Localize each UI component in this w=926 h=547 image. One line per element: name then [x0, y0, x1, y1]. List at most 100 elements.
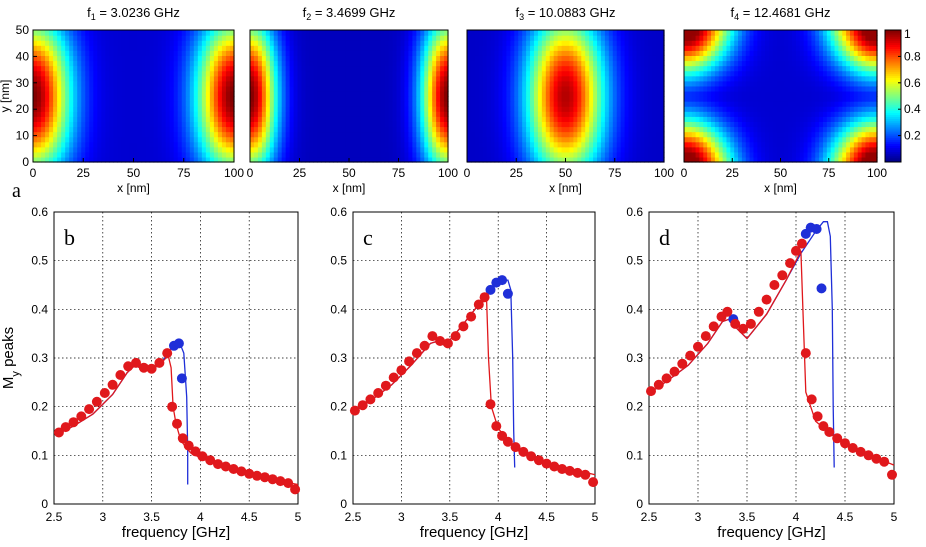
heatmap-cell	[356, 116, 362, 122]
heatmap-cell	[620, 45, 626, 51]
heatmap-cell	[652, 106, 657, 112]
heatmap-cell	[640, 151, 645, 158]
heatmap-cell	[345, 70, 350, 77]
heatmap-cell	[811, 106, 816, 112]
heatmap-x-tick-label: 25	[293, 166, 307, 180]
heatmap-cell	[41, 90, 46, 97]
heatmap-cell	[157, 80, 163, 87]
heatmap-cell	[830, 55, 836, 62]
heatmap-cell	[749, 111, 755, 117]
heatmap-cell	[364, 85, 370, 92]
heatmap-cell	[424, 96, 429, 102]
heatmap-cell	[830, 146, 836, 153]
heatmap-cell	[337, 101, 342, 107]
heatmap-cell	[834, 75, 839, 82]
heatmap-cell	[510, 75, 515, 82]
heatmap-cell	[514, 141, 519, 148]
heatmap-cell	[376, 156, 382, 163]
heatmap-cell	[309, 96, 314, 102]
heatmap-cell	[309, 75, 314, 82]
heatmap-cell	[506, 126, 511, 133]
heatmap-cell	[545, 121, 551, 128]
heatmap-cell	[85, 136, 90, 143]
heatmap-cell	[221, 156, 227, 163]
heatmap-cell	[408, 131, 413, 138]
heatmap-cell	[486, 35, 492, 41]
heatmap-cell	[97, 146, 102, 153]
heatmap-cell	[726, 151, 731, 158]
heatmap-cell	[93, 126, 98, 133]
heatmap-cell	[213, 141, 219, 148]
heatmap-cell	[545, 30, 551, 36]
heatmap-cell	[141, 111, 147, 117]
heatmap-cell	[853, 80, 859, 87]
heatmap-cell	[77, 116, 82, 122]
heatmap-cell	[656, 101, 661, 107]
heatmap-cell	[125, 70, 131, 77]
heatmap-cell	[428, 60, 433, 67]
heatmap-cell	[205, 146, 211, 153]
heatmap-cell	[61, 45, 66, 51]
heatmap-cell	[101, 136, 106, 143]
heatmap-cell	[838, 111, 843, 117]
heatmap-cell	[815, 106, 820, 112]
heatmap-cell	[109, 126, 114, 133]
heatmap-cell	[345, 101, 350, 107]
heatmap-cell	[467, 35, 472, 41]
heatmap-cell	[392, 151, 398, 158]
heatmap-cell	[117, 30, 123, 36]
heatmap-cell	[305, 126, 310, 133]
heatmap-cell	[691, 111, 697, 117]
heatmap-cell	[691, 101, 697, 107]
heatmap-cell	[250, 131, 255, 138]
heatmap-cell	[141, 80, 147, 87]
heatmap-cell	[838, 126, 843, 133]
heatmap-cell	[250, 60, 255, 67]
heatmap-cell	[533, 126, 539, 133]
heatmap-cell	[201, 136, 207, 143]
heatmap-cell	[364, 156, 370, 163]
heatmap-cell	[77, 65, 82, 72]
heatmap-cell	[313, 156, 318, 163]
heatmap-cell	[772, 136, 778, 143]
heatmap-cell	[388, 85, 394, 92]
heatmap-cell	[173, 90, 179, 97]
heatmap-cell	[726, 116, 731, 122]
heatmap-cell	[869, 60, 874, 67]
heatmap-cell	[792, 151, 797, 158]
heatmap-cell	[873, 106, 878, 112]
heatmap-cell	[593, 136, 598, 143]
heatmap-cell	[624, 75, 630, 82]
heatmap-cell	[189, 90, 195, 97]
heatmap-cell	[181, 40, 187, 46]
heatmap-cell	[49, 116, 54, 122]
heatmap-cell	[133, 70, 139, 77]
heatmap-cell	[61, 116, 66, 122]
heatmap-cell	[826, 121, 832, 128]
heatmap-cell	[522, 111, 527, 117]
heatmap-cell	[77, 70, 82, 77]
heatmap-cell	[329, 60, 334, 67]
heatmap-cell	[305, 60, 310, 67]
heatmap-cell	[522, 101, 527, 107]
heatmap-cell	[285, 30, 291, 36]
heatmap-cell	[225, 96, 231, 102]
heatmap-cell	[289, 96, 295, 102]
heatmap-cell	[221, 96, 227, 102]
heatmap-cell	[117, 151, 123, 158]
heatmap-cell	[173, 55, 179, 62]
heatmap-cell	[65, 131, 70, 138]
heatmap-cell	[803, 131, 809, 138]
heatmap-cell	[416, 50, 421, 56]
heatmap-cell	[640, 65, 645, 72]
heatmap-cell	[648, 65, 653, 72]
heatmap-cell	[577, 146, 582, 153]
heatmap-cell	[368, 75, 374, 82]
heatmap-cell	[522, 80, 527, 87]
heatmap-cell	[137, 141, 143, 148]
heatmap-cell	[585, 111, 590, 117]
heatmap-cell	[745, 96, 751, 102]
heatmap-cell	[687, 90, 693, 97]
heatmap-cell	[440, 131, 445, 138]
heatmap-cell	[510, 146, 515, 153]
